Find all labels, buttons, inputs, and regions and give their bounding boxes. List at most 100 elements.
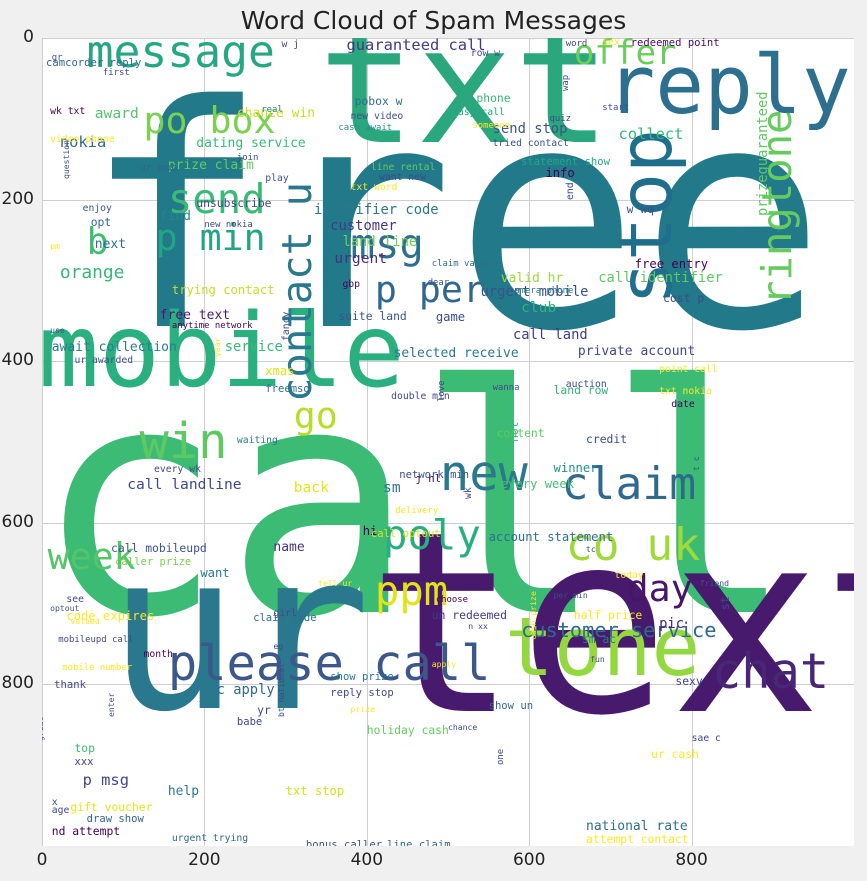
word-next: next	[94, 237, 127, 253]
word-per-min: per min	[553, 589, 588, 600]
word-b: b	[86, 219, 109, 263]
word-row-w: row w	[470, 48, 501, 60]
word-yr: yr	[257, 702, 271, 717]
word-reply: reply	[606, 39, 851, 134]
word-national-rate: national rate	[586, 819, 688, 835]
word-real: real	[261, 104, 283, 115]
word-join: join	[236, 153, 259, 164]
word-help: help	[167, 784, 200, 800]
word-bonus-caller: bonus caller	[305, 838, 383, 846]
word-claim-code: claim code	[253, 612, 317, 625]
word-first: first	[102, 67, 130, 78]
word-wanna: wanna	[492, 382, 520, 393]
word-suite-land: suite land	[338, 309, 407, 324]
word-ur: ur	[106, 503, 371, 760]
x-gridline	[691, 38, 693, 846]
word-prize-claim: prize claim	[167, 158, 254, 174]
word-waiting: waiting	[236, 435, 278, 447]
y-gridline	[42, 199, 854, 201]
word-txt-stop: txt stop	[285, 784, 345, 799]
word-cost-p: cost p	[663, 290, 705, 305]
word-wk: wk	[463, 486, 475, 499]
word-collect: collect	[618, 124, 684, 143]
word-ur-mob: ur mob	[139, 162, 178, 175]
word-apply: apply	[431, 659, 457, 670]
x-gridline	[529, 38, 531, 846]
word-land-row: land row	[553, 383, 609, 398]
word-tc: tc	[586, 543, 596, 554]
word-end: end	[564, 182, 576, 200]
x-tick-label: 200	[188, 850, 221, 870]
word-xmas: xmas	[265, 364, 295, 379]
word-sexy: sexy	[675, 674, 703, 689]
word-go: go	[293, 393, 338, 437]
word-see: see	[66, 593, 84, 605]
word-wk-txt: wk txt	[50, 105, 86, 117]
word-unsubscribe: unsubscribe	[196, 195, 272, 210]
word-dear: dear	[427, 277, 450, 288]
word-auction: auction	[565, 378, 607, 390]
word-optout: optout	[50, 602, 80, 613]
word-identifier-code: identifier code	[314, 201, 439, 218]
word-club: club	[521, 298, 557, 316]
word-nokia: nokia	[59, 132, 107, 151]
word-network-min: network min	[399, 469, 470, 482]
word-win: win	[139, 413, 228, 470]
word-play: play	[265, 172, 289, 184]
word-opt: opt	[90, 215, 112, 230]
word-t-c: t c	[690, 456, 701, 472]
word-mobile: mobile	[42, 291, 405, 410]
word-orange: orange	[59, 262, 125, 284]
word-msg: msg	[350, 219, 424, 268]
word-bt-national: bt national	[276, 663, 287, 717]
word-point-call: point call	[659, 364, 718, 376]
y-gridline	[42, 684, 854, 686]
word-un-redeemed: un redeemed	[431, 608, 507, 623]
word-new-nokia: new nokia	[204, 220, 253, 231]
word-await-collection: await collection	[51, 340, 177, 355]
word-name: name	[273, 540, 305, 556]
word-p-msg: p msg	[82, 771, 129, 790]
word-send: send	[167, 175, 266, 224]
word-text: text	[366, 477, 854, 771]
word-sex: sex	[602, 38, 620, 48]
word-land-line: land line	[342, 233, 418, 250]
word-info: info	[545, 166, 575, 181]
word-week: week	[47, 534, 136, 578]
word-year: year	[211, 337, 222, 358]
word-wap: wap	[560, 74, 571, 91]
word-chat: chat	[711, 644, 830, 701]
word-anytime-network: anytime network	[171, 321, 253, 332]
word-credit: credit	[586, 431, 628, 446]
word-fun: fun	[590, 653, 605, 664]
word-chance: chance	[448, 722, 478, 733]
word-line-rental: line rental	[370, 162, 436, 174]
word-j-hl: j hl	[415, 473, 441, 486]
word-tone: tone	[504, 600, 701, 695]
word-freemsg: freemsg	[265, 382, 310, 395]
word-day: day	[626, 567, 693, 611]
word-private-account: private account	[577, 344, 696, 360]
word-today: today	[614, 570, 644, 582]
word-p-min: p min	[155, 215, 266, 259]
word-girl: girl	[273, 608, 297, 620]
y-tick-label: 600	[1, 511, 34, 532]
x-gridline	[366, 38, 368, 846]
word-tried-contact: tried contact	[492, 138, 569, 149]
word-use: use	[50, 325, 65, 336]
word-age: age	[51, 804, 70, 816]
word-please-call: please call	[167, 635, 491, 692]
word-easy-call: easy call	[452, 107, 505, 119]
word-gbp: gbp	[342, 279, 361, 291]
word-customer-service: customer service	[521, 617, 717, 642]
word-attempt-contact: attempt contact	[586, 831, 689, 846]
word-cash-await: cash await	[338, 122, 393, 133]
word-find: find	[159, 209, 192, 225]
word-sm: sm	[383, 478, 401, 496]
word-call-mobileupd: call mobileupd	[111, 541, 207, 555]
word-line-claim: line claim	[387, 838, 451, 846]
word-c-apply: c apply	[216, 682, 275, 699]
word-free-entry: free entry	[634, 256, 709, 271]
word-delivery: delivery	[395, 505, 439, 516]
word-send-stop: send stop	[492, 120, 568, 137]
